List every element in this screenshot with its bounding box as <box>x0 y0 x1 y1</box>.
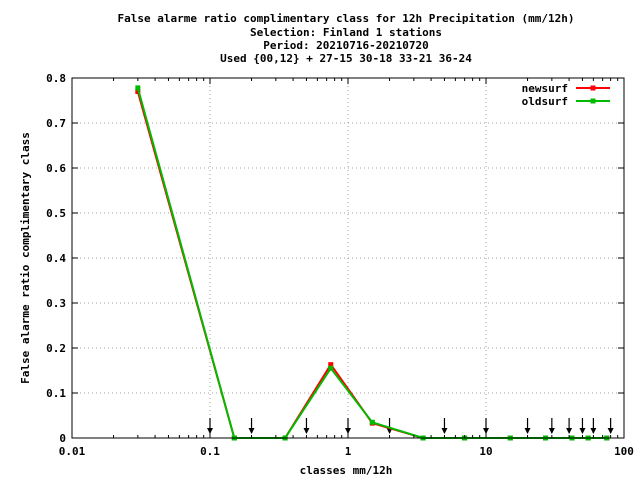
data-point-newsurf <box>328 362 334 368</box>
threshold-arrow-head <box>566 428 573 434</box>
plot-border <box>71 77 625 439</box>
threshold-arrow-head <box>303 428 310 434</box>
threshold-arrow-head <box>590 428 597 434</box>
title-line-2: Selection: Finland 1 stations <box>250 26 442 39</box>
x-axis-label: classes mm/12h <box>300 464 393 477</box>
threshold-arrow-head <box>248 428 255 434</box>
series-line-newsurf <box>136 91 607 439</box>
threshold-arrow-head <box>548 428 555 434</box>
threshold-arrow-head <box>524 428 531 434</box>
y-tick-label: 0.3 <box>46 297 66 310</box>
y-tick-label: 0.2 <box>46 342 66 355</box>
threshold-arrow-head <box>207 428 213 434</box>
y-axis-label: False alarme ratio complimentary class <box>19 132 32 384</box>
y-tick-label: 0.1 <box>46 387 66 400</box>
title-line-4: Used {00,12} + 27-15 30-18 33-21 36-24 <box>220 52 472 65</box>
legend-label-oldsurf: oldsurf <box>522 95 568 108</box>
threshold-arrow-head <box>345 428 351 434</box>
legend-marker-oldsurf <box>590 98 596 104</box>
threshold-arrow-head <box>441 428 448 434</box>
x-tick-label: 0.1 <box>200 445 220 458</box>
legend-label-newsurf: newsurf <box>522 82 568 95</box>
y-tick-label: 0 <box>59 432 66 445</box>
title-line-3: Period: 20210716-20210720 <box>263 39 429 52</box>
x-tick-label: 1 <box>345 445 352 458</box>
series <box>135 85 610 441</box>
axes: 0 0.1 0.2 0.3 0.4 0.5 0.6 0.7 0.8 0.01 0.1 1 10 100 <box>46 72 634 458</box>
y-tick-label: 0.8 <box>46 72 66 85</box>
grid <box>72 78 624 438</box>
x-tick-label: 0.01 <box>59 445 86 458</box>
data-point-oldsurf <box>328 365 334 371</box>
legend-marker-newsurf <box>590 85 596 91</box>
y-tick-label: 0.7 <box>46 117 66 130</box>
data-point-oldsurf <box>135 85 141 91</box>
chart-title: False alarme ratio complimentary class f… <box>118 12 575 65</box>
title-line-1: False alarme ratio complimentary class f… <box>118 12 575 25</box>
threshold-arrow-head <box>579 428 586 434</box>
y-tick-label: 0.6 <box>46 162 66 175</box>
y-tick-label: 0.5 <box>46 207 66 220</box>
series-line-oldsurf <box>136 87 607 439</box>
threshold-arrow-head <box>483 428 489 434</box>
data-point-oldsurf <box>369 419 375 425</box>
threshold-arrow-head <box>607 428 614 434</box>
x-tick-label: 100 <box>614 445 634 458</box>
x-tick-label: 10 <box>479 445 492 458</box>
threshold-arrows <box>207 418 614 434</box>
y-tick-label: 0.4 <box>46 252 66 265</box>
